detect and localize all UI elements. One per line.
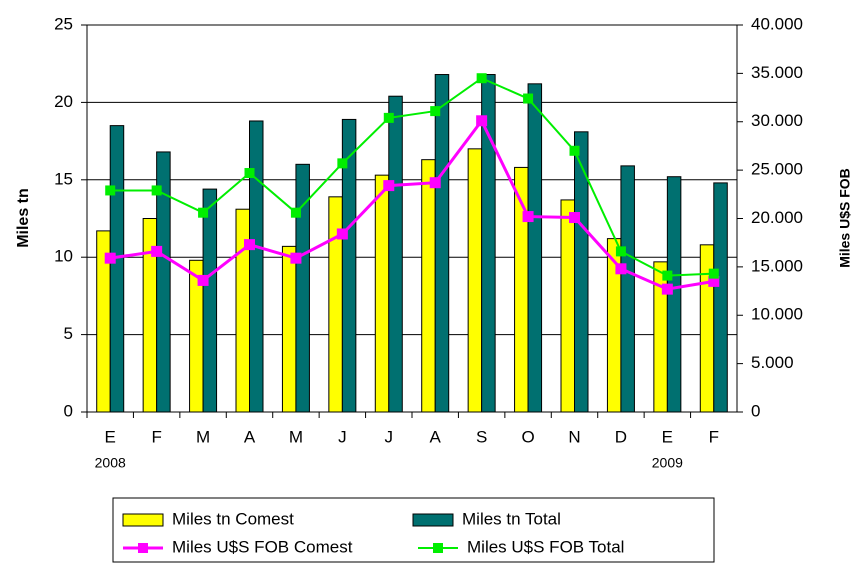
marker <box>569 212 580 224</box>
legend-label: Miles tn Total <box>462 509 561 528</box>
y2-tick-label: 35.000 <box>751 63 803 82</box>
line <box>109 117 715 291</box>
marker <box>476 115 488 127</box>
marker <box>708 275 720 287</box>
marker <box>523 93 534 104</box>
y2-tick-label: 20.000 <box>751 208 803 227</box>
marker <box>430 106 441 117</box>
y2-tick-label: 10.000 <box>751 305 803 324</box>
bar <box>388 95 403 413</box>
y2-tick-label: 30.000 <box>751 111 803 130</box>
y2-tick-label: 5.000 <box>751 353 794 372</box>
x-tick-label: F <box>151 427 161 446</box>
marker <box>615 246 626 257</box>
marker <box>708 268 719 279</box>
bar <box>560 199 575 413</box>
x-tick-label: M <box>196 427 210 446</box>
marker <box>429 177 441 189</box>
legend-label: Miles U$S FOB Total <box>467 537 624 556</box>
marker <box>244 168 255 179</box>
bar <box>109 125 125 413</box>
line <box>110 77 714 277</box>
legend-swatch <box>412 513 454 527</box>
marker <box>244 239 255 251</box>
marker <box>290 252 302 264</box>
bar <box>281 245 297 413</box>
x-tick-label: J <box>385 427 394 446</box>
marker <box>337 158 348 169</box>
marker <box>383 180 395 192</box>
marker <box>104 252 116 264</box>
bar <box>467 148 483 413</box>
x-tick-label: O <box>521 427 534 446</box>
y-tick-label: 10 <box>54 247 73 266</box>
y2-axis-title: Miles U$S FOB <box>837 168 853 268</box>
y-tick-label: 15 <box>54 169 73 188</box>
x-tick-label: S <box>476 427 487 446</box>
marker <box>662 270 673 281</box>
x-tick-label: A <box>244 427 256 446</box>
y2-tick-label: 0 <box>751 401 760 420</box>
x-tick-label: E <box>662 427 673 446</box>
x-sublabel: 2009 <box>652 455 683 471</box>
y2-tick-label: 40.000 <box>751 14 803 33</box>
marker <box>197 274 209 286</box>
marker <box>661 283 673 295</box>
bar <box>249 120 264 413</box>
bar <box>374 174 390 413</box>
marker <box>476 73 487 84</box>
bar <box>202 188 218 413</box>
y-tick-label: 0 <box>64 401 73 420</box>
marker <box>151 245 163 257</box>
marker <box>198 207 209 218</box>
legend-swatch <box>122 513 164 527</box>
x-sublabel: 2008 <box>95 455 126 471</box>
bar <box>295 163 310 413</box>
marker <box>105 185 116 196</box>
marker <box>336 228 348 240</box>
legend-marker <box>433 543 443 553</box>
x-tick-label: N <box>568 427 580 446</box>
x-tick-label: F <box>709 427 719 446</box>
y-axis-title: Miles tn <box>15 188 32 248</box>
legend-marker <box>138 543 148 553</box>
x-tick-label: D <box>615 427 627 446</box>
y-tick-label: 25 <box>54 14 73 33</box>
bar <box>713 182 728 413</box>
bar <box>620 165 635 413</box>
x-tick-label: E <box>105 427 116 446</box>
bar <box>481 74 496 413</box>
x-tick-label: M <box>289 427 303 446</box>
marker <box>151 185 162 196</box>
y-tick-label: 20 <box>54 92 73 111</box>
y-tick-label: 5 <box>64 324 73 343</box>
bar <box>156 151 171 413</box>
x-tick-label: A <box>430 427 442 446</box>
legend-label: Miles U$S FOB Comest <box>172 537 353 556</box>
legend-label: Miles tn Comest <box>172 509 294 528</box>
bar <box>434 74 450 413</box>
y2-tick-label: 25.000 <box>751 160 803 179</box>
bar <box>421 159 436 413</box>
marker <box>290 207 301 218</box>
marker <box>569 145 580 156</box>
x-tick-label: J <box>338 427 347 446</box>
marker <box>615 263 627 275</box>
y2-tick-label: 15.000 <box>751 256 803 275</box>
legend-box <box>112 497 715 563</box>
bar <box>527 83 543 413</box>
marker <box>522 211 534 223</box>
marker <box>383 112 394 123</box>
bar <box>341 118 357 413</box>
bar <box>574 131 589 413</box>
